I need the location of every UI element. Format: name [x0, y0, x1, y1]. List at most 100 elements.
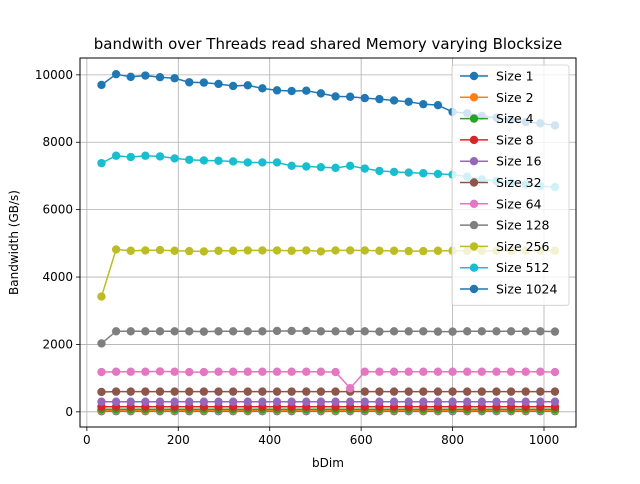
legend-label: Size 1: [496, 69, 534, 84]
data-point: [448, 327, 456, 335]
y-tick-label: 2000: [42, 337, 73, 351]
data-point: [536, 368, 544, 376]
data-point: [200, 247, 208, 255]
legend-label: Size 128: [496, 218, 550, 233]
data-point: [156, 246, 164, 254]
data-point: [522, 387, 530, 395]
data-point: [170, 368, 178, 376]
data-point: [141, 368, 149, 376]
data-point: [229, 82, 237, 90]
x-axis-label: bDim: [312, 456, 344, 470]
data-point: [244, 387, 252, 395]
data-point: [390, 168, 398, 176]
data-point: [127, 387, 135, 395]
data-point: [404, 387, 412, 395]
data-point: [361, 368, 369, 376]
data-point: [404, 398, 412, 406]
data-point: [522, 327, 530, 335]
data-point: [185, 156, 193, 164]
y-tick-label: 8000: [42, 135, 73, 149]
data-point: [522, 368, 530, 376]
data-point: [390, 368, 398, 376]
data-point: [478, 368, 486, 376]
data-point: [419, 368, 427, 376]
data-point: [229, 247, 237, 255]
data-point: [170, 387, 178, 395]
data-point: [375, 327, 383, 335]
x-tick-label: 200: [167, 433, 190, 447]
data-point: [141, 71, 149, 79]
data-point: [419, 100, 427, 108]
data-point: [112, 398, 120, 406]
data-point: [434, 398, 442, 406]
legend-label: Size 16: [496, 154, 542, 169]
data-point: [112, 327, 120, 335]
data-point: [331, 398, 339, 406]
data-point: [170, 247, 178, 255]
data-point: [258, 387, 266, 395]
chart-title: bandwith over Threads read shared Memory…: [94, 35, 563, 53]
data-point: [244, 246, 252, 254]
data-point: [185, 368, 193, 376]
data-point: [463, 398, 471, 406]
y-axis-label: Bandwidth (GB/s): [7, 190, 21, 295]
data-point: [507, 368, 515, 376]
data-point: [331, 246, 339, 254]
data-point: [229, 157, 237, 165]
data-point: [375, 247, 383, 255]
data-point: [302, 246, 310, 254]
data-point: [273, 368, 281, 376]
data-point: [112, 70, 120, 78]
data-point: [361, 327, 369, 335]
data-point: [258, 246, 266, 254]
data-point: [551, 368, 559, 376]
data-point: [141, 327, 149, 335]
data-point: [273, 327, 281, 335]
x-tick-label: 800: [441, 433, 464, 447]
data-point: [522, 398, 530, 406]
data-point: [346, 246, 354, 254]
data-point: [156, 73, 164, 81]
data-point: [127, 73, 135, 81]
data-point: [214, 398, 222, 406]
y-tick-label: 6000: [42, 203, 73, 217]
data-point: [317, 387, 325, 395]
data-point: [200, 387, 208, 395]
data-point: [375, 167, 383, 175]
data-point: [258, 84, 266, 92]
data-point: [375, 95, 383, 103]
legend-label: Size 32: [496, 175, 542, 190]
data-point: [346, 93, 354, 101]
legend-label: Size 256: [496, 239, 550, 254]
x-tick-label: 0: [83, 433, 91, 447]
data-point: [214, 327, 222, 335]
data-point: [463, 387, 471, 395]
data-point: [492, 327, 500, 335]
x-tick-label: 600: [350, 433, 373, 447]
data-point: [390, 96, 398, 104]
legend-label: Size 2: [496, 90, 534, 105]
data-point: [244, 327, 252, 335]
data-point: [273, 398, 281, 406]
data-point: [390, 387, 398, 395]
legend-marker: [470, 221, 478, 229]
legend-marker: [470, 72, 478, 80]
data-point: [97, 159, 105, 167]
data-point: [346, 327, 354, 335]
y-tick-label: 4000: [42, 270, 73, 284]
data-point: [200, 78, 208, 86]
data-point: [273, 387, 281, 395]
data-point: [331, 387, 339, 395]
data-point: [170, 74, 178, 82]
data-point: [244, 368, 252, 376]
data-point: [97, 292, 105, 300]
data-point: [507, 398, 515, 406]
data-point: [141, 387, 149, 395]
data-point: [434, 170, 442, 178]
data-point: [141, 246, 149, 254]
data-point: [156, 367, 164, 375]
data-point: [331, 327, 339, 335]
data-point: [404, 98, 412, 106]
data-point: [551, 398, 559, 406]
